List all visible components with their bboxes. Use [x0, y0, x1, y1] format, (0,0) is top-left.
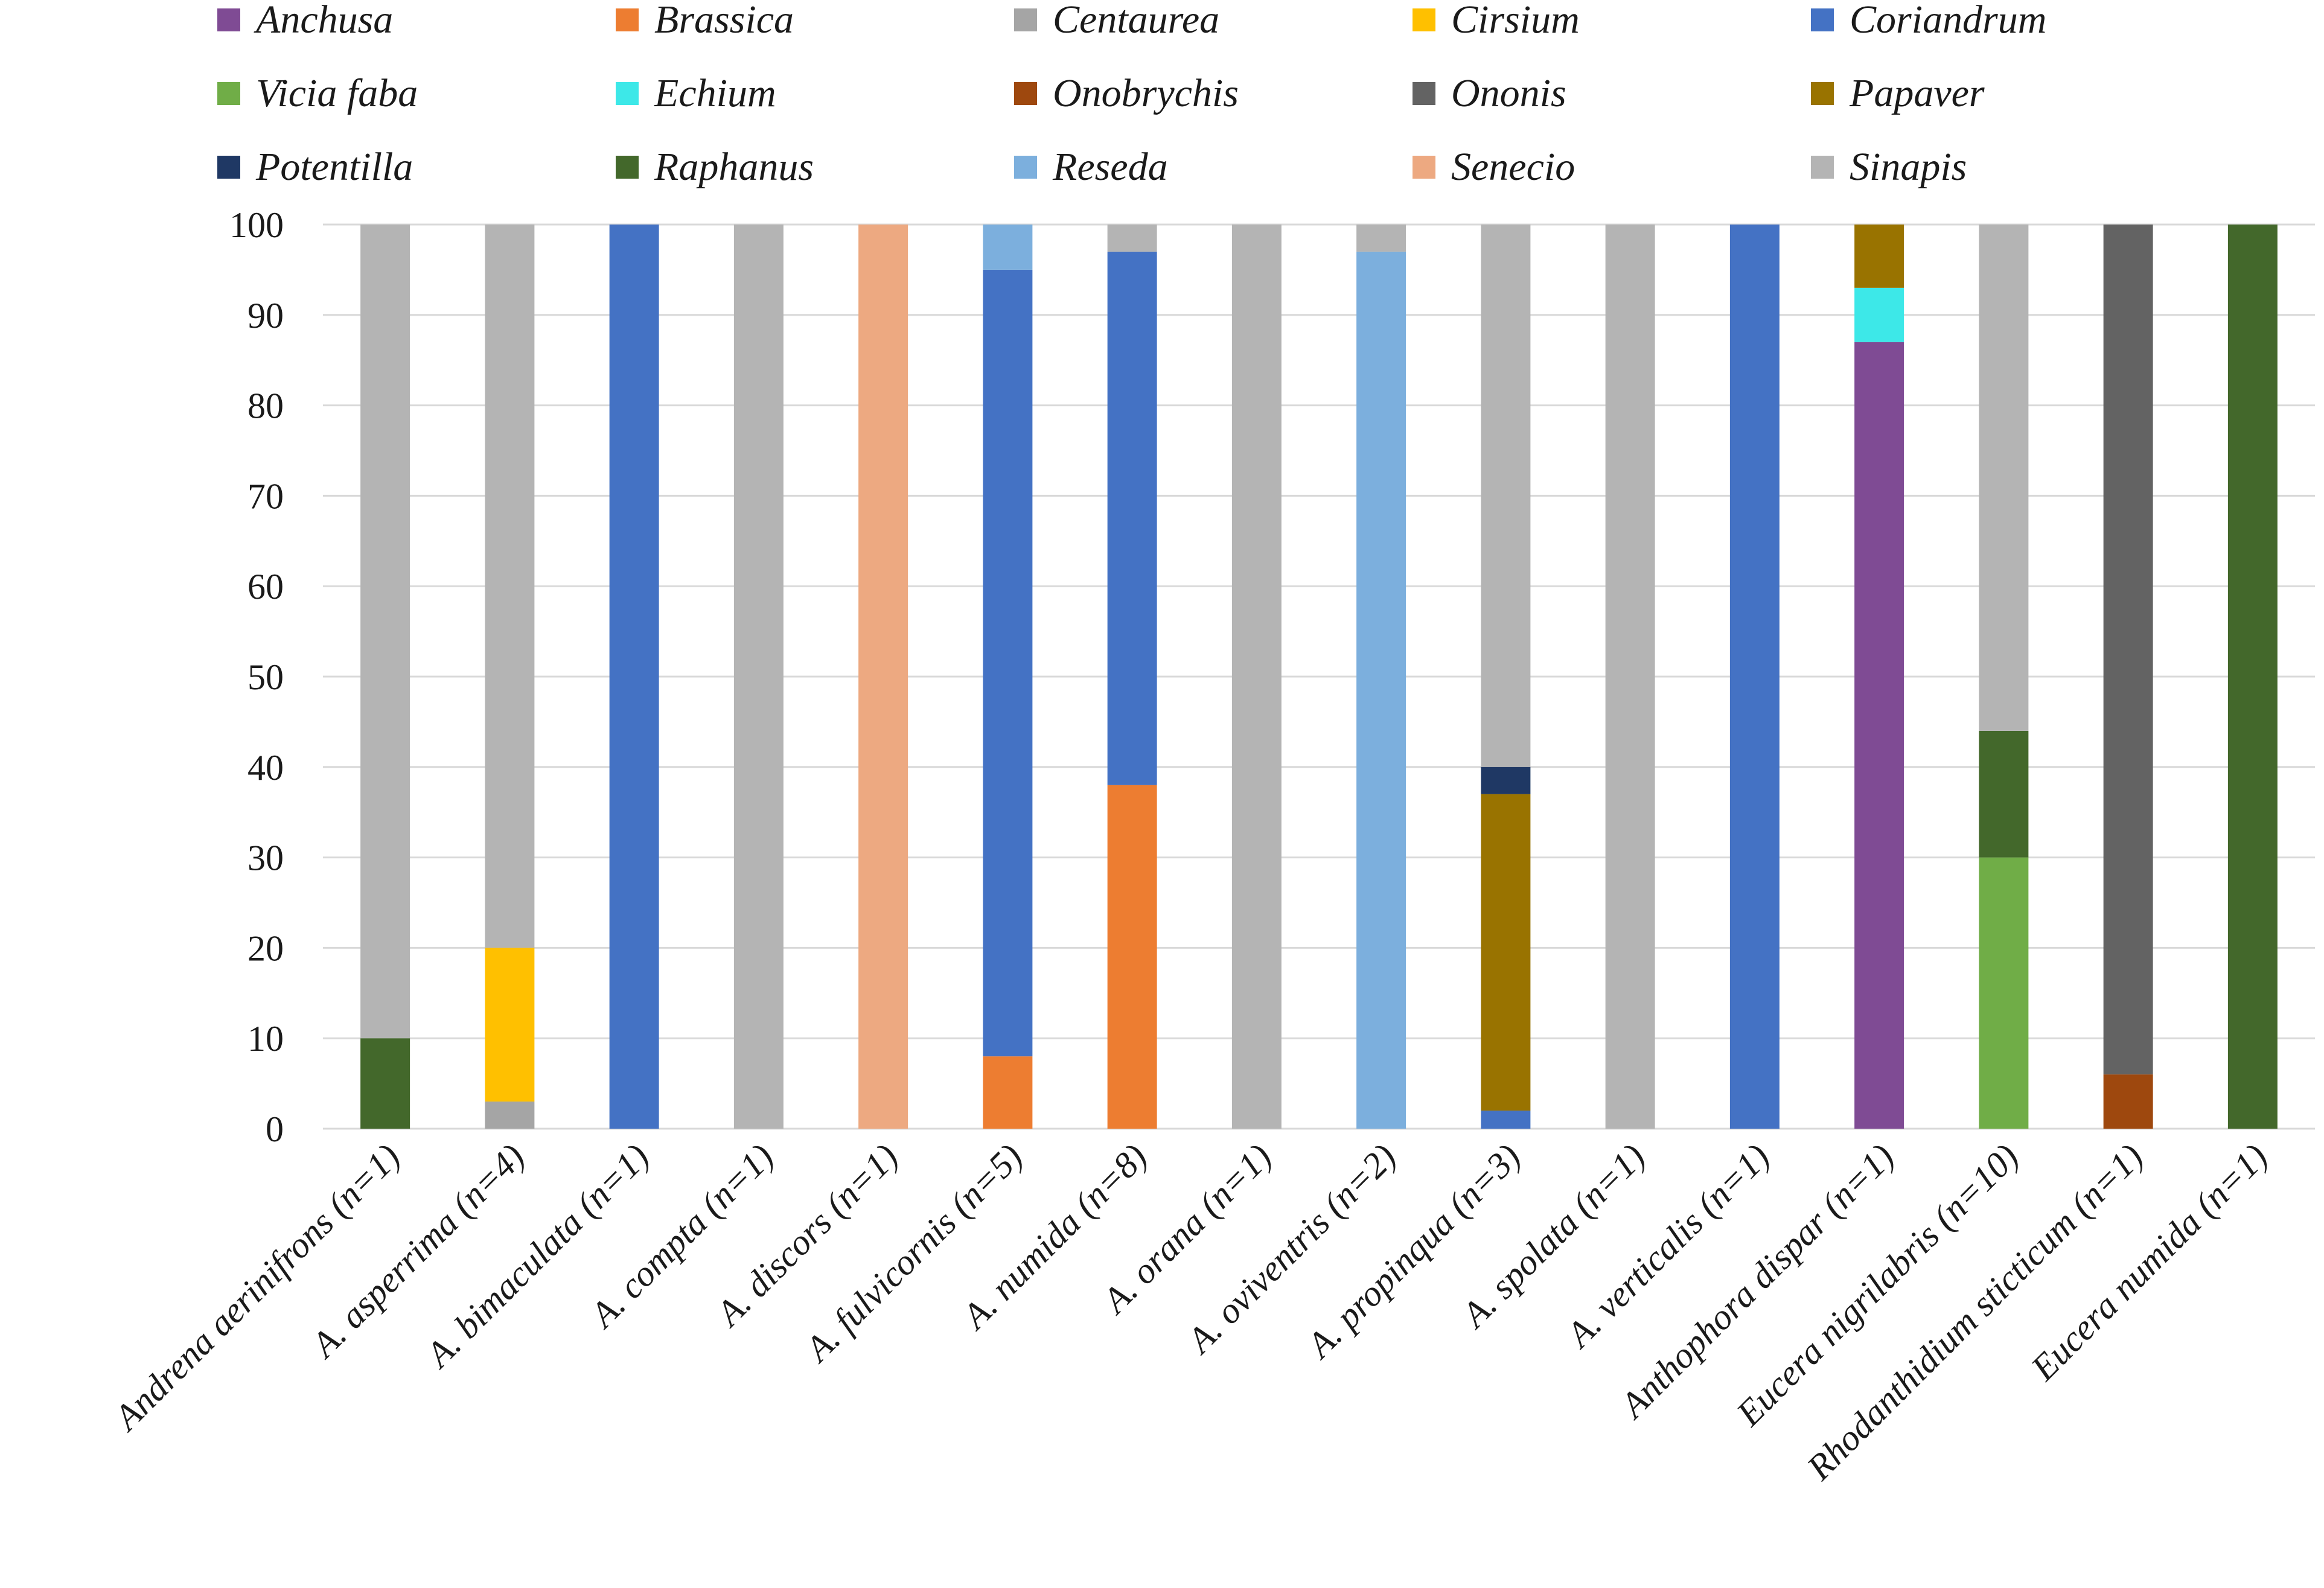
legend-label-anchusa: Anchusa — [254, 0, 393, 42]
y-tick-label-60: 60 — [247, 567, 284, 607]
legend-label-papaver: Papaver — [1849, 71, 1985, 115]
bar-segment-sinapis-10 — [1481, 225, 1531, 767]
y-tick-label-100: 100 — [229, 205, 284, 245]
bar-segment-sinapis-14 — [1979, 225, 2029, 731]
bar-segment-senecio-5 — [858, 225, 908, 1129]
legend-label-coriandrum: Coriandrum — [1850, 0, 2046, 42]
bar-segment-raphanus-1 — [360, 1038, 410, 1129]
bar-segment-raphanus-14 — [1979, 730, 2029, 858]
bar-segment-echium-13 — [1854, 287, 1904, 342]
legend-label-centaurea: Centaurea — [1053, 0, 1219, 42]
legend-swatch-coriandrum — [1811, 8, 1834, 31]
bar-segment-coriandrum-12 — [1729, 225, 1780, 1129]
y-tick-label-0: 0 — [266, 1109, 284, 1149]
y-tick-label-40: 40 — [247, 748, 284, 788]
legend-swatch-echium — [616, 82, 639, 105]
legend-swatch-papaver — [1811, 82, 1834, 105]
y-tick-label-50: 50 — [247, 657, 284, 697]
legend-label-potentilla: Potentilla — [255, 145, 413, 189]
y-tick-label-80: 80 — [247, 386, 284, 426]
legend-label-onobrychis: Onobrychis — [1053, 71, 1239, 115]
y-tick-label-20: 20 — [247, 928, 284, 968]
bar-segment-vicia-faba-14 — [1979, 857, 2029, 1129]
legend-swatch-raphanus — [616, 156, 639, 179]
bars — [360, 225, 2278, 1129]
bar-segment-raphanus-16 — [2227, 225, 2278, 1129]
bar-segment-coriandrum-7 — [1107, 251, 1157, 785]
bar-segment-ononis-15 — [2103, 225, 2153, 1075]
bar-segment-papaver-13 — [1854, 225, 1904, 288]
y-tick-label-30: 30 — [247, 838, 284, 878]
x-tick-label-9: A. oviventris (n=2) — [1178, 1137, 1403, 1362]
legend-swatch-ononis — [1413, 82, 1435, 105]
x-tick-label-12: A. verticalis (n=1) — [1557, 1137, 1777, 1356]
bar-segment-sinapis-1 — [360, 225, 410, 1039]
y-tick-label-70: 70 — [247, 476, 284, 516]
y-tick-label-90: 90 — [247, 296, 284, 336]
legend-swatch-brassica — [616, 8, 639, 31]
legend-label-echium: Echium — [654, 71, 776, 115]
legend-label-raphanus: Raphanus — [654, 145, 814, 189]
legend-label-sinapis: Sinapis — [1850, 145, 1967, 189]
legend-swatch-senecio — [1413, 156, 1435, 179]
bar-segment-brassica-7 — [1107, 785, 1157, 1129]
bar-segment-anchusa-13 — [1854, 342, 1904, 1129]
legend-swatch-cirsium — [1413, 8, 1435, 31]
bar-segment-centaurea-2 — [485, 1102, 535, 1129]
bar-segment-sinapis-9 — [1356, 225, 1406, 252]
y-tick-label-10: 10 — [247, 1019, 284, 1059]
bar-segment-sinapis-4 — [733, 225, 784, 1129]
bar-segment-brassica-6 — [983, 1056, 1033, 1129]
bar-segment-cirsium-2 — [485, 948, 535, 1102]
legend-label-senecio: Senecio — [1451, 145, 1575, 189]
bar-segment-sinapis-2 — [485, 225, 535, 948]
bar-segment-coriandrum-3 — [609, 225, 659, 1129]
x-axis: Andrena aerinifrons (n=1)A. asperrima (n… — [105, 1137, 2275, 1488]
x-tick-label-2: A. asperrima (n=4) — [302, 1137, 532, 1366]
legend-swatch-onobrychis — [1014, 82, 1037, 105]
legend-swatch-vicia-faba — [217, 82, 240, 105]
bar-segment-onobrychis-15 — [2103, 1074, 2153, 1129]
bar-segment-sinapis-8 — [1231, 225, 1282, 1129]
bar-segment-potentilla-10 — [1481, 767, 1531, 794]
bar-segment-coriandrum-10 — [1481, 1111, 1531, 1129]
bar-segment-reseda-6 — [983, 225, 1033, 270]
legend-swatch-reseda — [1014, 156, 1037, 179]
bar-segment-papaver-10 — [1481, 794, 1531, 1111]
legend-swatch-sinapis — [1811, 156, 1834, 179]
x-tick-label-3: A. bimaculata (n=1) — [417, 1137, 656, 1376]
legend-swatch-anchusa — [217, 8, 240, 31]
x-tick-label-10: A. propinqua (n=3) — [1298, 1137, 1528, 1367]
y-axis: 0 10 20 30 40 50 60 70 80 90 100 — [229, 205, 284, 1149]
x-tick-label-16: Eucera numida (n=1) — [2023, 1137, 2275, 1389]
legend-label-reseda: Reseda — [1052, 145, 1168, 189]
x-tick-label-6: A. fulvicornis (n=5) — [796, 1137, 1030, 1371]
bar-segment-sinapis-11 — [1605, 225, 1655, 1129]
bar-segment-coriandrum-6 — [983, 269, 1033, 1057]
legend-swatch-potentilla — [217, 156, 240, 179]
legend-label-cirsium: Cirsium — [1451, 0, 1580, 42]
bar-segment-reseda-9 — [1356, 251, 1406, 1129]
legend-label-vicia-faba: Vicia faba — [256, 71, 418, 115]
legend-label-ononis: Ononis — [1451, 71, 1566, 115]
bar-segment-sinapis-7 — [1107, 225, 1157, 252]
legend-label-brassica: Brassica — [654, 0, 794, 42]
legend-swatch-centaurea — [1014, 8, 1037, 31]
legend: Anchusa Brassica Centaurea Cirsium Coriandru… — [217, 0, 2046, 189]
